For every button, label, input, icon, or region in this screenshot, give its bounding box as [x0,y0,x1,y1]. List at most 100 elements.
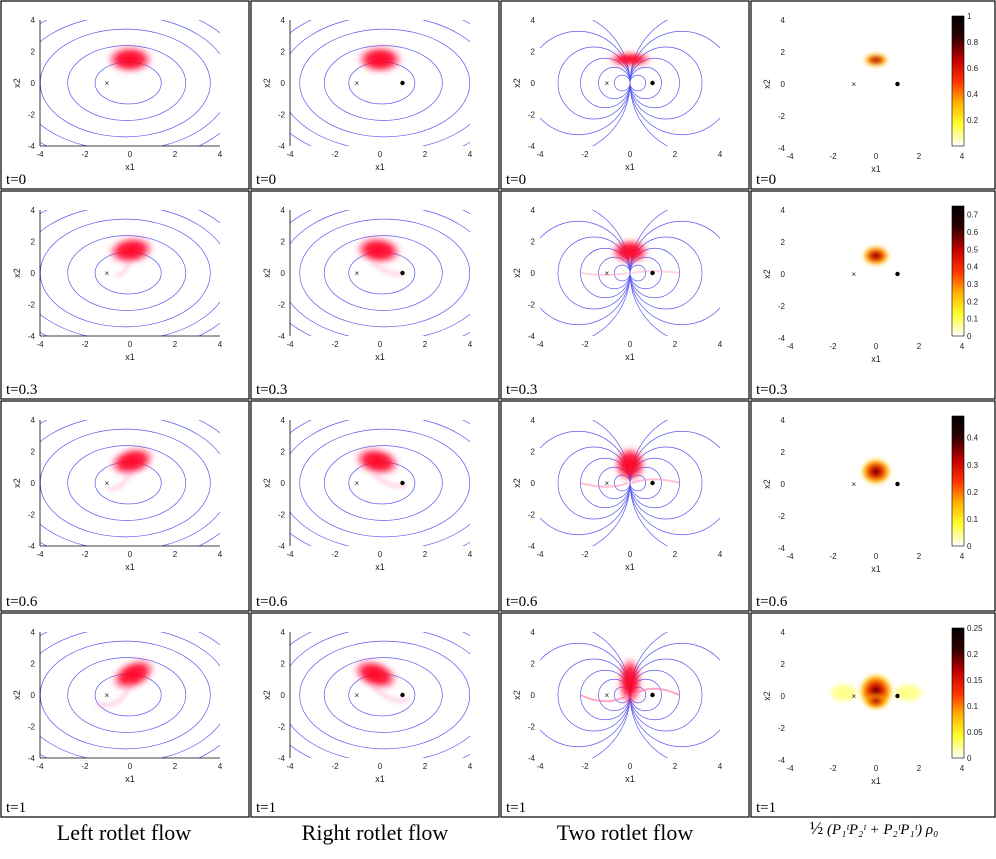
x-tick-label: 4 [718,340,723,349]
x-tick-label: 0 [874,342,879,351]
x-tick-label: 2 [173,150,178,159]
rotlet-right-marker [400,480,405,486]
streamline [299,640,470,750]
y-tick-label: -2 [278,301,286,310]
density-tail [95,681,132,707]
x-tick-label: 0 [874,152,879,161]
rotlet-left-marker: × [852,270,857,279]
y-tick-label: 0 [31,691,36,700]
x-tick-label: 4 [960,764,965,773]
x-axis-label: x1 [125,352,135,362]
x-tick-label: 2 [917,764,922,773]
y-tick-label: -2 [778,112,786,121]
x-tick-label: 4 [218,340,223,349]
plot-area [40,20,220,146]
density-peak [865,693,887,708]
panel-two-2: × -4 -2 0 2 4 -4 -2 0 2 4 x1 x2 t=0.6 [500,400,750,612]
density-tail [372,472,407,488]
y-tick-label: 4 [531,628,536,637]
density-tail [580,694,629,703]
y-tick-label: 2 [31,48,36,57]
y-tick-label: 0 [31,269,36,278]
plot-area [540,210,720,336]
y-tick-label: -2 [778,302,786,311]
panel-left-0: × -4 -2 0 2 4 -4 -2 0 2 4 x1 x2 t=0 [0,0,250,190]
streamline [67,657,187,733]
y-tick-label: 4 [281,16,286,25]
density-blob [352,658,399,691]
panel-density-0: 0.2 0.4 0.6 0.8 1 × -4 -2 0 2 4 -4 -2 0 2 4 x1 x2 t=0 [750,0,996,190]
plot-area [290,420,470,546]
x-tick-label: -4 [786,764,794,773]
plot-area [40,420,220,546]
x-tick-label: 2 [917,152,922,161]
density-blob [607,51,653,68]
panel-right-0: × -4 -2 0 2 4 -4 -2 0 2 4 x1 x2 t=0 [250,0,500,190]
panel-two-0: × -4 -2 0 2 4 -4 -2 0 2 4 x1 x2 t=0 [500,0,750,190]
time-label: t=0 [256,172,276,188]
x-tick-label: 2 [673,550,678,559]
panel-left-3: × -4 -2 0 2 4 -4 -2 0 2 4 x1 x2 t=1 [0,612,250,818]
y-tick-label: -4 [528,754,536,763]
y-tick-label: 4 [281,416,286,425]
x-tick-label: 4 [718,762,723,771]
x-tick-label: 4 [218,150,223,159]
colorbar-tick-label: 0.5 [967,245,979,254]
colorbar-tick-label: 0.15 [967,676,983,685]
colorbar-tick-label: 0.6 [967,228,979,237]
y-tick-label: -2 [28,511,36,520]
x-tick-label: 4 [218,762,223,771]
y-tick-label: 0 [531,691,536,700]
density-tail [372,684,410,703]
y-tick-label: 4 [531,16,536,25]
colorbar-tick-label: 0.2 [967,116,979,125]
density-blob [111,658,156,691]
y-tick-label: -4 [528,142,536,151]
x-tick-label: 0 [628,762,633,771]
panel-density-1: 0 0.1 0.2 0.3 0.4 0.5 0.6 0.7 × -4 -2 0 2 4 -4 -2 0 2 4 x1 x… [750,190,996,400]
rotlet-right-marker [895,81,900,87]
x-tick-label: -2 [81,340,89,349]
x-axis-label: x1 [375,774,385,784]
rotlet-right-marker [400,80,405,86]
y-tick-label: -2 [28,301,36,310]
rotlet-right-marker [650,80,655,86]
panel-frame [0,612,250,818]
rotlet-right-marker [895,481,900,487]
rotlet-right-marker [400,270,405,276]
x-tick-label: -4 [286,150,294,159]
density-peak [862,246,890,266]
x-tick-label: 2 [423,550,428,559]
x-tick-label: 0 [628,150,633,159]
x-tick-label: -4 [36,150,44,159]
y-tick-label: 2 [781,448,786,457]
colorbar-tick-label: 0.7 [967,211,979,220]
y-axis-label: x2 [12,478,22,488]
y-tick-label: 2 [781,660,786,669]
density-blob [610,238,650,265]
density-blob [356,45,404,74]
y-tick-label: 0 [531,79,536,88]
y-tick-label: 4 [531,416,536,425]
colorbar-tick-label: 0.05 [967,728,983,737]
rotlet-left-marker: × [105,79,110,88]
x-tick-label: 4 [960,552,965,561]
y-tick-label: 4 [531,206,536,215]
colorbar-tick-label: 0.4 [967,90,979,99]
x-tick-label: 0 [378,150,383,159]
rotlet-left-marker: × [355,79,360,88]
y-tick-label: 0 [781,270,786,279]
colorbar-tick-label: 0.1 [967,315,979,324]
streamline [299,428,470,538]
density-blob [108,446,156,477]
colorbar-tick-label: 0 [967,754,972,763]
x-tick-label: -2 [829,342,837,351]
plot-area [540,420,720,546]
x-axis-label: x1 [375,352,385,362]
y-tick-label: 4 [781,16,786,25]
x-tick-label: 4 [468,150,473,159]
x-tick-label: 4 [468,340,473,349]
density-blob [617,656,643,707]
x-tick-label: -2 [81,762,89,771]
y-tick-label: 0 [281,691,286,700]
